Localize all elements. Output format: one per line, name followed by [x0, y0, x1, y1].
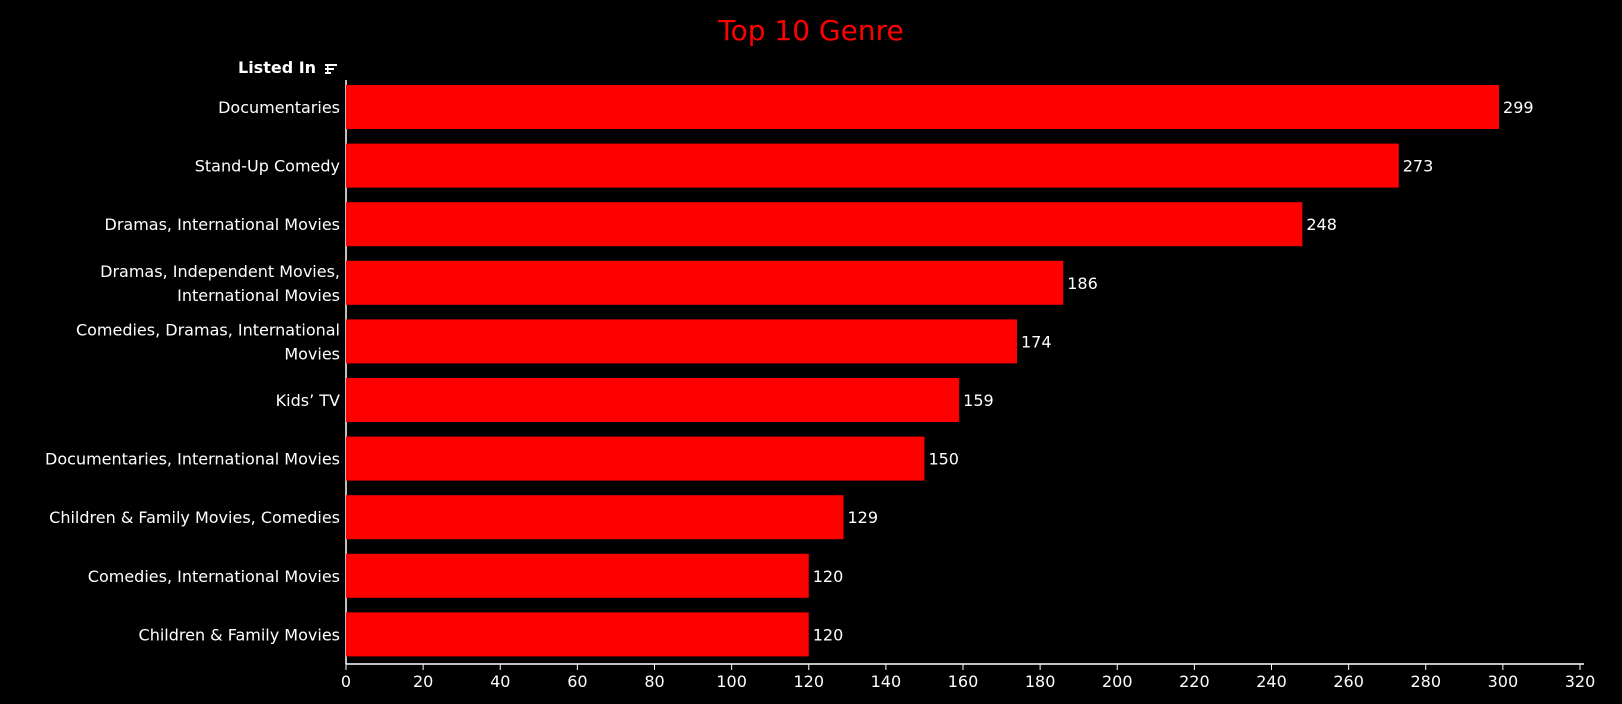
data-label: 186 [1067, 274, 1098, 293]
bar[interactable] [346, 143, 1399, 188]
x-tick-label: 280 [1410, 672, 1441, 691]
bar[interactable] [346, 553, 809, 598]
x-tick-label: 160 [948, 672, 979, 691]
x-tick-label: 260 [1333, 672, 1364, 691]
category-label: Dramas, Independent Movies, International… [100, 262, 340, 305]
data-label: 120 [813, 625, 844, 644]
x-tick-label: 140 [871, 672, 902, 691]
y-axis-header[interactable]: Listed In [238, 58, 338, 77]
x-tick-label: 80 [644, 672, 664, 691]
x-tick-label: 240 [1256, 672, 1287, 691]
bar[interactable] [346, 85, 1500, 129]
x-tick-label: 40 [490, 672, 510, 691]
category-label: Comedies, Dramas, International Movies [76, 320, 340, 363]
bar[interactable] [346, 436, 925, 481]
category-label: Dramas, International Movies [105, 215, 341, 234]
category-label: Comedies, International Movies [88, 567, 340, 586]
x-tick-label: 20 [413, 672, 433, 691]
data-label: 299 [1503, 98, 1534, 117]
x-tick-label: 220 [1179, 672, 1210, 691]
sort-icon[interactable] [324, 63, 338, 75]
data-label: 248 [1306, 215, 1337, 234]
data-label: 150 [928, 450, 959, 469]
x-tick-label: 120 [793, 672, 824, 691]
category-label: Children & Family Movies [139, 625, 340, 644]
category-label: Kids’ TV [276, 391, 340, 410]
y-axis-header-label: Listed In [238, 58, 317, 77]
data-label: 129 [847, 508, 878, 527]
x-tick-label: 0 [341, 672, 351, 691]
x-tick-label: 200 [1102, 672, 1133, 691]
x-tick-label: 300 [1488, 672, 1519, 691]
x-tick-label: 60 [567, 672, 587, 691]
data-label: 159 [963, 391, 994, 410]
x-tick-label: 180 [1025, 672, 1056, 691]
x-tick-label: 100 [716, 672, 747, 691]
category-label: Documentaries, International Movies [45, 450, 340, 469]
bar[interactable] [346, 202, 1303, 247]
bar[interactable] [346, 612, 809, 657]
bar[interactable] [346, 319, 1017, 364]
category-label: Children & Family Movies, Comedies [49, 508, 340, 527]
data-label: 174 [1021, 332, 1052, 351]
bar[interactable] [346, 495, 844, 540]
x-tick-label: 320 [1565, 672, 1596, 691]
chart-title: Top 10 Genre [718, 14, 904, 47]
bar[interactable] [346, 378, 960, 422]
category-label: Documentaries [218, 98, 340, 117]
category-label: Stand-Up Comedy [195, 157, 340, 176]
bar[interactable] [346, 260, 1064, 305]
data-label: 120 [813, 567, 844, 586]
data-label: 273 [1403, 157, 1434, 176]
